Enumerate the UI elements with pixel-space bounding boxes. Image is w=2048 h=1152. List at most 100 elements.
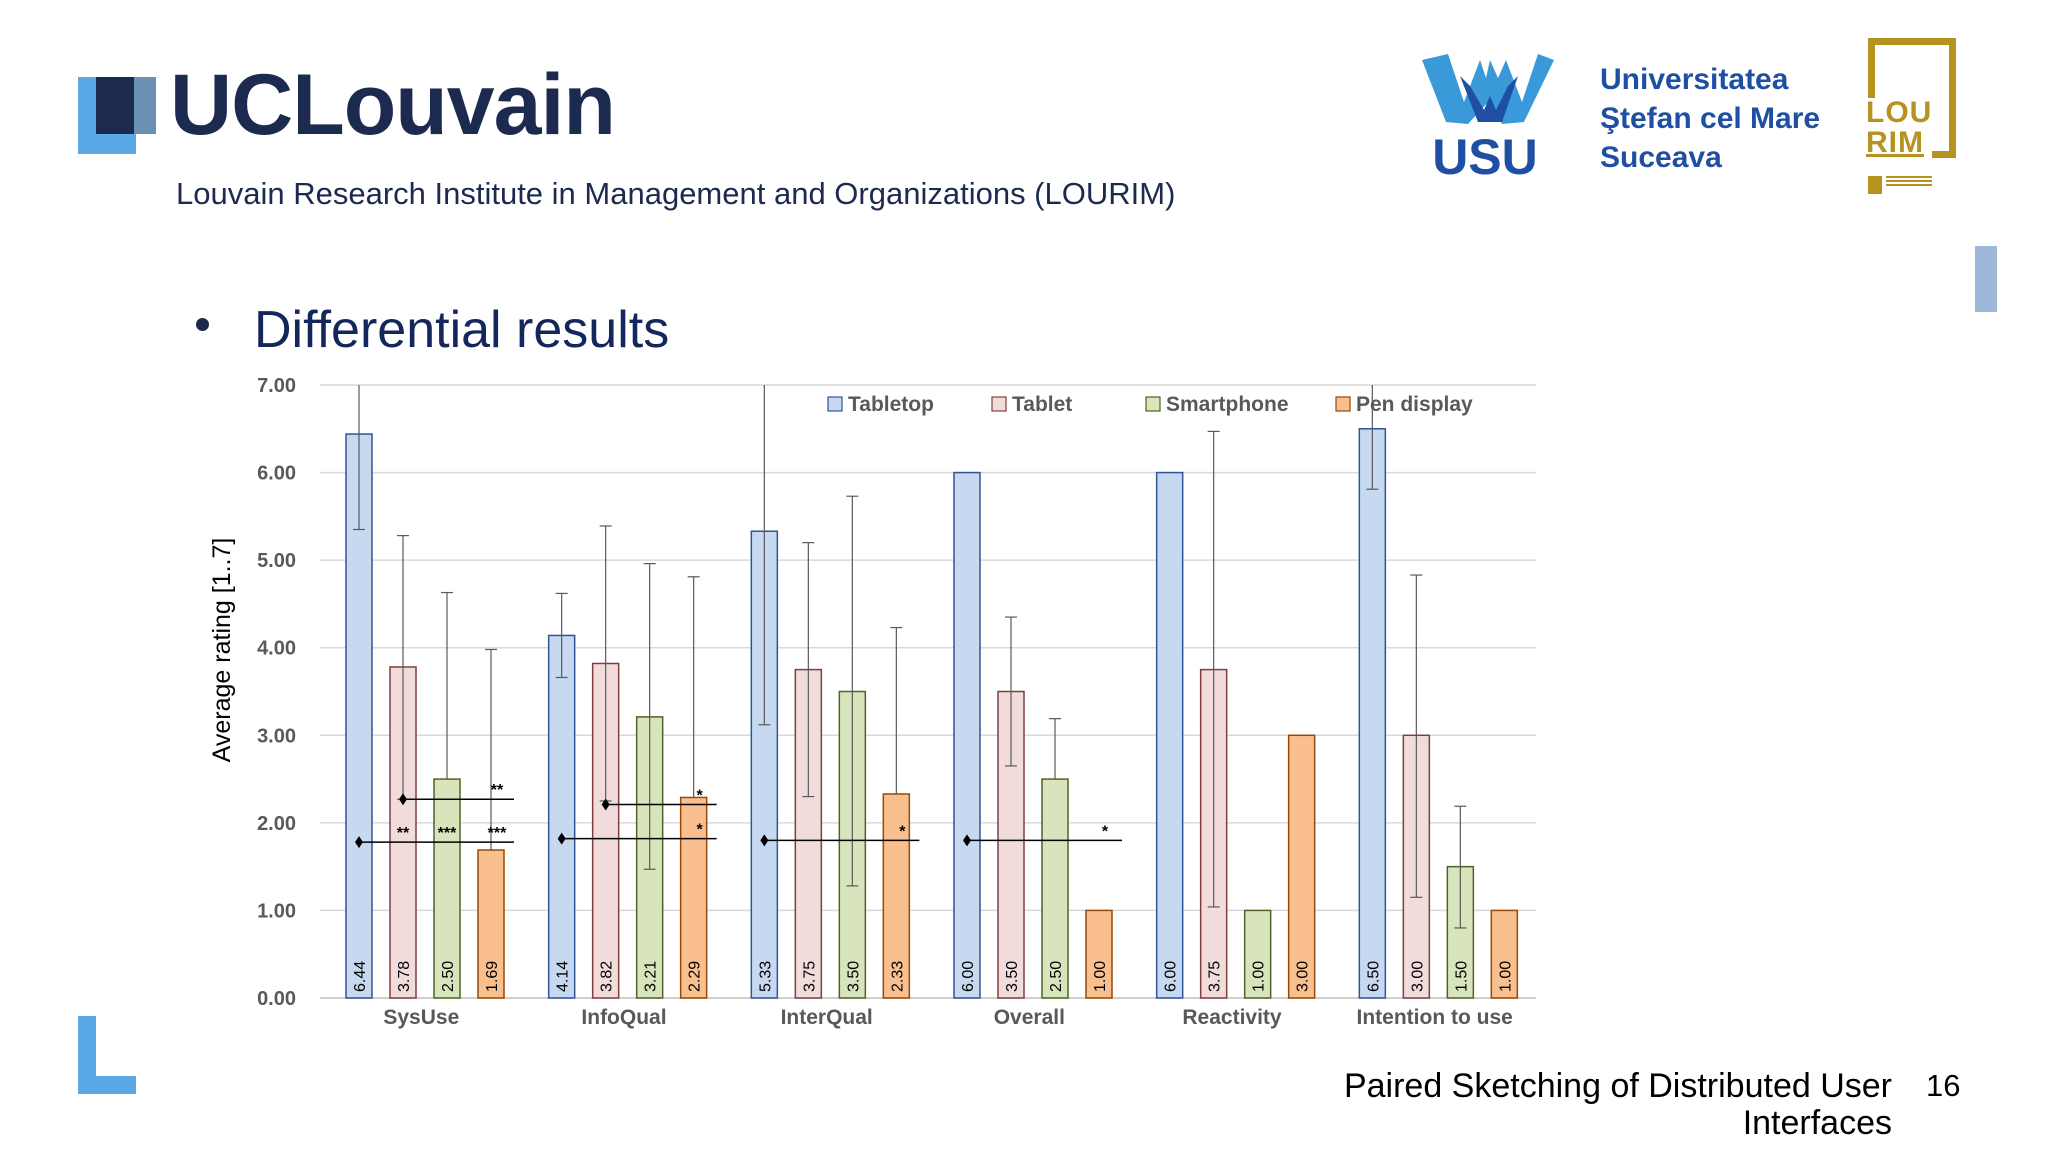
corner-bracket-horizontal xyxy=(78,1076,136,1094)
bar-pen-display xyxy=(679,796,708,999)
bar-value-label: 3.00 xyxy=(1295,961,1312,992)
significance-stars: ** xyxy=(491,782,504,799)
bar-value-label: 1.00 xyxy=(1251,961,1268,992)
legend-label: Pen display xyxy=(1356,393,1473,416)
uclouvain-logo-square-dark xyxy=(96,77,156,134)
y-tick-label: 5.00 xyxy=(257,550,296,572)
lourim-fine-print xyxy=(1886,174,1932,194)
y-tick-label: 7.00 xyxy=(257,375,296,397)
significance-diamond-icon xyxy=(760,834,769,847)
significance-diamond-icon xyxy=(355,836,363,849)
uclouvain-wordmark: UCLouvain xyxy=(170,57,616,153)
bullet-icon xyxy=(196,318,209,331)
bar-value-label: 3.75 xyxy=(1207,961,1224,992)
bar-value-label: 6.00 xyxy=(960,961,977,992)
bar-value-label: 2.33 xyxy=(889,961,906,992)
bar-value-label: 3.50 xyxy=(845,961,862,992)
y-tick-label: 6.00 xyxy=(257,463,296,485)
bar-pen-display xyxy=(477,849,505,999)
bar-value-label: 3.78 xyxy=(396,961,413,992)
bar-value-label: 3.00 xyxy=(1409,961,1426,992)
usu-name-line-2: Ştefan cel Mare xyxy=(1600,102,1821,135)
x-axis-categories: SysUse InfoQual InterQual Overall Reactivity… xyxy=(383,1006,1512,1029)
category-label: Overall xyxy=(994,1006,1065,1029)
significance-diamond-icon xyxy=(557,832,566,845)
bar-value-label: 3.82 xyxy=(599,961,616,992)
legend-swatch xyxy=(1145,396,1161,412)
usu-logo-text: USU xyxy=(1432,129,1538,180)
chart-legend: Tabletop Tablet Smartphone Pen display xyxy=(827,393,1473,416)
significance-stars: *** xyxy=(438,825,457,842)
y-tick-label: 4.00 xyxy=(257,638,296,660)
bar-value-label: 3.21 xyxy=(643,961,660,992)
bar-value-label: 4.14 xyxy=(555,961,572,992)
usu-name-line-3: Suceava xyxy=(1600,141,1722,174)
legend-label: Tabletop xyxy=(848,393,934,416)
lourim-logo-text: LOU RIM xyxy=(1866,96,1933,159)
y-tick-label: 3.00 xyxy=(257,725,296,747)
category-label: Reactivity xyxy=(1182,1006,1282,1029)
usu-logo-icon: USU xyxy=(1422,54,1554,180)
significance-stars: ** xyxy=(397,825,410,842)
legend-swatch xyxy=(827,396,843,412)
bar-value-label: 6.44 xyxy=(352,961,369,992)
bar-value-label: 3.50 xyxy=(1004,961,1021,992)
category-label: Intention to use xyxy=(1357,1006,1513,1029)
lourim-flag-icon xyxy=(1868,176,1882,194)
slide-heading: Differential results xyxy=(254,301,670,359)
bar-value-label: 3.75 xyxy=(801,961,818,992)
significance-markers: ** *** ******** * xyxy=(355,782,1122,849)
y-tick-label: 1.00 xyxy=(257,900,296,922)
y-tick-label: 2.00 xyxy=(257,813,296,835)
bar-pen-display xyxy=(1287,734,1316,999)
bar-tabletop xyxy=(953,471,981,999)
institute-subtitle: Louvain Research Institute in Management… xyxy=(176,176,1176,211)
bar-value-label: 1.50 xyxy=(1453,961,1470,992)
bar-smartphone xyxy=(1041,778,1069,999)
category-label: InterQual xyxy=(781,1006,873,1029)
significance-stars: *** xyxy=(488,825,507,842)
significance-stars: * xyxy=(697,822,704,839)
legend-label: Smartphone xyxy=(1166,393,1289,416)
bar-tabletop xyxy=(1358,428,1387,999)
bar-smartphone xyxy=(433,778,461,999)
significance-diamond-icon xyxy=(601,798,610,811)
bar-value-label: 1.69 xyxy=(484,961,501,992)
legend-swatch xyxy=(991,396,1007,412)
bar-pen-display xyxy=(1490,909,1519,999)
bar-tabletop xyxy=(1155,471,1184,999)
bar-value-label: 6.50 xyxy=(1365,961,1382,992)
chart-grid xyxy=(320,384,1536,999)
bar-value-label: 1.00 xyxy=(1497,961,1514,992)
bar-pen-display xyxy=(1085,909,1113,999)
significance-diamond-icon xyxy=(399,793,407,806)
bar-value-label: 6.00 xyxy=(1163,961,1180,992)
bar-pen-display xyxy=(882,793,911,999)
bar-value-label: 2.50 xyxy=(440,961,457,992)
legend-label: Tablet xyxy=(1012,393,1072,416)
bar-value-label: 1.00 xyxy=(1092,961,1109,992)
footer-presentation-title: Paired Sketching of Distributed User Int… xyxy=(1343,1067,1892,1142)
significance-stars: * xyxy=(1102,823,1109,840)
bar-value-label: 2.29 xyxy=(687,961,704,992)
legend-swatch xyxy=(1335,396,1351,412)
corner-bracket-vertical xyxy=(78,1016,96,1094)
usu-name-line-1: Universitatea xyxy=(1600,63,1789,96)
lourim-logo-line-2: RIM xyxy=(1866,126,1924,159)
decorative-side-bar xyxy=(1975,246,1997,312)
bar-smartphone xyxy=(1243,909,1272,999)
usu-name: Universitatea Ştefan cel Mare Suceava xyxy=(1600,60,1820,177)
chart-bars: 6.44 4.14 5.33 6.00 6.00 6.50 3.78 3.82 3.75 3.50… xyxy=(345,385,1519,999)
category-label: InfoQual xyxy=(581,1006,666,1029)
bar-value-label: 5.33 xyxy=(757,961,774,992)
y-axis-label: Average rating [1..7] xyxy=(208,538,236,763)
significance-stars: * xyxy=(697,787,704,804)
page-number: 16 xyxy=(1926,1068,1961,1103)
y-tick-label: 0.00 xyxy=(257,988,296,1010)
category-label: SysUse xyxy=(383,1006,459,1029)
lourim-logo-line-1: LOU xyxy=(1866,96,1933,129)
bar-chart: 0.00 1.00 2.00 3.00 4.00 5.00 6.00 7.00 6.44 4.1… xyxy=(208,375,1536,1029)
significance-diamond-icon xyxy=(963,834,971,847)
bar-value-label: 2.50 xyxy=(1048,961,1065,992)
bar-tabletop xyxy=(547,634,576,999)
